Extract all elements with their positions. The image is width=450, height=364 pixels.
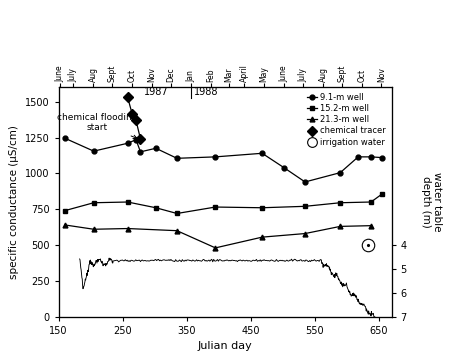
Text: 1987: 1987 <box>144 87 168 98</box>
Y-axis label: specific conductance (μS/cm): specific conductance (μS/cm) <box>9 125 19 279</box>
Legend: 9.1-m well, 15.2-m well, 21.3-m well, chemical tracer, irrigation water: 9.1-m well, 15.2-m well, 21.3-m well, ch… <box>305 91 387 148</box>
Text: 1988: 1988 <box>194 87 218 98</box>
Y-axis label: water table
depth (m): water table depth (m) <box>421 172 442 232</box>
Text: chemical flooding
start: chemical flooding start <box>57 113 137 139</box>
X-axis label: Julian day: Julian day <box>198 341 252 351</box>
